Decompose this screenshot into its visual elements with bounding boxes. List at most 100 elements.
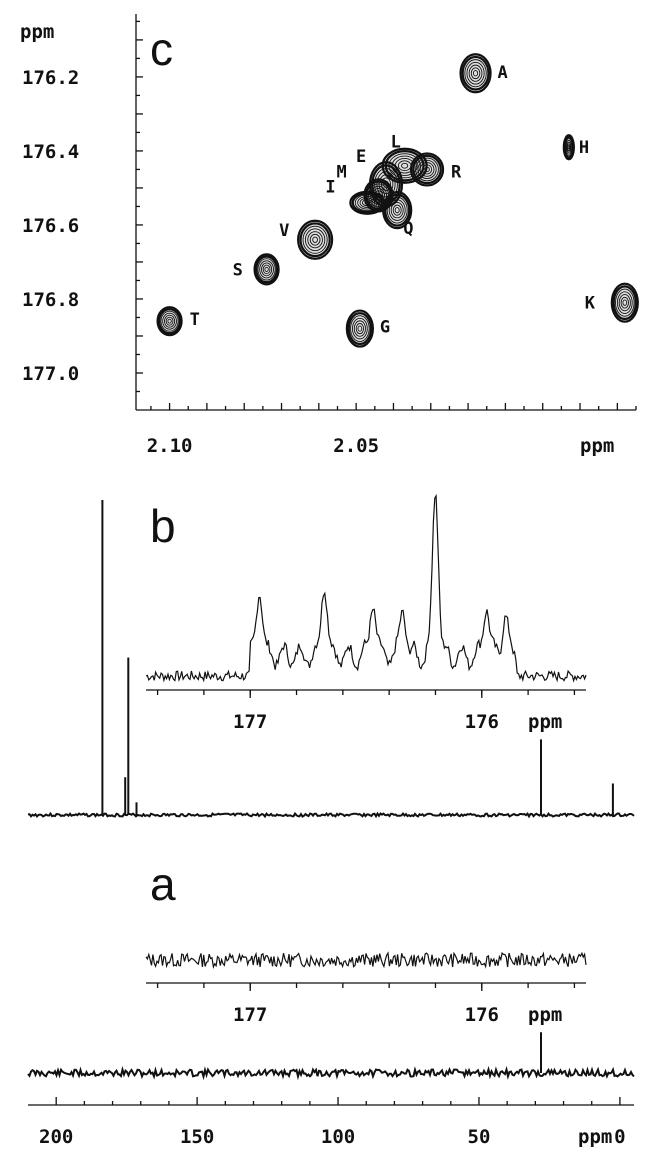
contour-level	[391, 155, 418, 176]
panel-c-x-tick-label: 2.05	[333, 435, 379, 457]
contour-level	[162, 312, 177, 330]
peak-label-H: H	[579, 138, 589, 158]
panel-b-inset-ticks: 177 176	[156, 690, 576, 733]
panel-a-inset-trace	[145, 951, 587, 970]
peak-label-T: T	[190, 310, 200, 330]
panel-c-y-unit: ppm	[20, 21, 54, 43]
contour-level	[566, 141, 572, 153]
panel-a-x-ticks: 200 150 100 50 0	[39, 1097, 626, 1148]
contour-level	[353, 320, 366, 337]
contour-level	[384, 193, 411, 227]
contour-level	[415, 157, 439, 182]
contour-level	[158, 308, 181, 335]
panel-a-x-tick-label: 150	[180, 1126, 214, 1148]
contour-peak-R: R	[409, 152, 462, 187]
panel-b: b 177 176 ppm	[27, 493, 635, 819]
inset-tick-label: 176	[465, 711, 499, 733]
peak-label-K: K	[585, 294, 596, 314]
contour-level	[618, 294, 631, 312]
contour-level	[347, 312, 373, 346]
contour-level	[401, 162, 409, 169]
contour-level	[361, 199, 373, 207]
contour-level	[352, 317, 368, 340]
contour-level	[357, 195, 378, 210]
contour-level	[468, 64, 483, 82]
contour-level	[160, 310, 179, 332]
panel-a-x-unit: ppm	[578, 1126, 612, 1148]
panel-a-x-tick-label: 200	[39, 1126, 73, 1148]
contour-level	[394, 207, 400, 214]
peak-label-G: G	[380, 318, 390, 338]
contour-level	[565, 139, 573, 155]
contour-level	[390, 201, 404, 219]
contour-peak-H: H	[562, 134, 589, 161]
contour-level	[312, 236, 318, 243]
peak-label-L: L	[391, 133, 401, 153]
panel-a-main-trace	[27, 1032, 635, 1081]
contour-level	[612, 285, 638, 321]
contour-level	[386, 196, 408, 224]
panel-c-y-tick-label: 176.2	[22, 67, 79, 89]
contour-level	[307, 231, 323, 249]
contour-level	[566, 143, 571, 152]
panel-c-peaks: A H L E R MI Q V S T G K	[156, 53, 639, 348]
panel-a-x-tick-label: 100	[321, 1126, 355, 1148]
contour-level	[419, 162, 435, 177]
contour-level	[466, 61, 485, 85]
contour-level	[616, 291, 633, 315]
panel-c-letter: c	[150, 23, 173, 75]
contour-level	[262, 264, 271, 275]
inset-tick-label: 176	[465, 1004, 499, 1026]
peak-label-S: S	[233, 260, 243, 280]
contour-peak-V: V	[279, 219, 334, 260]
inset-tick-label: 177	[233, 711, 267, 733]
peak-label-I: I	[325, 178, 335, 198]
contour-level	[264, 266, 269, 272]
contour-level	[473, 70, 479, 77]
contour-level	[564, 138, 573, 157]
contour-level	[359, 197, 376, 208]
panel-c-x-tick-label: 2.10	[147, 435, 193, 457]
panel-a-x-tick-label: 0	[614, 1126, 625, 1148]
contour-level	[417, 159, 437, 179]
panel-c-y-ticks: 176.2 176.4 176.6 176.8 177.0	[22, 20, 143, 393]
peak-label-E: E	[356, 147, 366, 167]
contour-level	[259, 260, 274, 279]
inset-tick-label: 177	[233, 1004, 267, 1026]
contour-level	[615, 288, 635, 317]
contour-level	[355, 323, 365, 335]
contour-level	[421, 164, 433, 175]
panel-b-inset-trace	[145, 493, 587, 683]
contour-level	[261, 262, 273, 277]
panel-c-y-tick-label: 177.0	[22, 363, 79, 385]
panel-c-y-tick-label: 176.8	[22, 289, 79, 311]
contour-level	[304, 228, 326, 252]
contour-level	[309, 233, 321, 246]
contour-peak-T: T	[156, 306, 200, 337]
panel-b-inset: 177 176 ppm	[145, 493, 587, 733]
contour-level	[412, 154, 442, 185]
contour-peak-Q: Q	[382, 191, 413, 239]
contour-level	[364, 200, 371, 205]
contour-level	[392, 204, 402, 216]
contour-level	[164, 314, 176, 328]
peak-label-A: A	[498, 63, 508, 83]
panel-a: a 177 176 ppm 200 150 100 50 0 ppm	[27, 858, 635, 1148]
peak-label-M: M	[337, 162, 347, 182]
contour-level	[257, 258, 276, 281]
contour-peak-G: G	[345, 309, 390, 348]
contour-level	[351, 192, 384, 214]
peak-label-V: V	[279, 221, 289, 241]
contour-level	[165, 316, 174, 326]
panel-b-main-trace	[27, 500, 635, 819]
panel-a-inset-unit: ppm	[528, 1004, 562, 1026]
contour-peak-K: K	[585, 282, 639, 323]
panel-b-inset-unit: ppm	[528, 711, 562, 733]
contour-level	[357, 325, 363, 332]
contour-level	[354, 194, 380, 212]
contour-level	[620, 296, 629, 309]
contour-level	[424, 166, 430, 173]
panel-c-y-tick-label: 176.4	[22, 141, 79, 163]
panel-b-letter: b	[150, 500, 176, 552]
